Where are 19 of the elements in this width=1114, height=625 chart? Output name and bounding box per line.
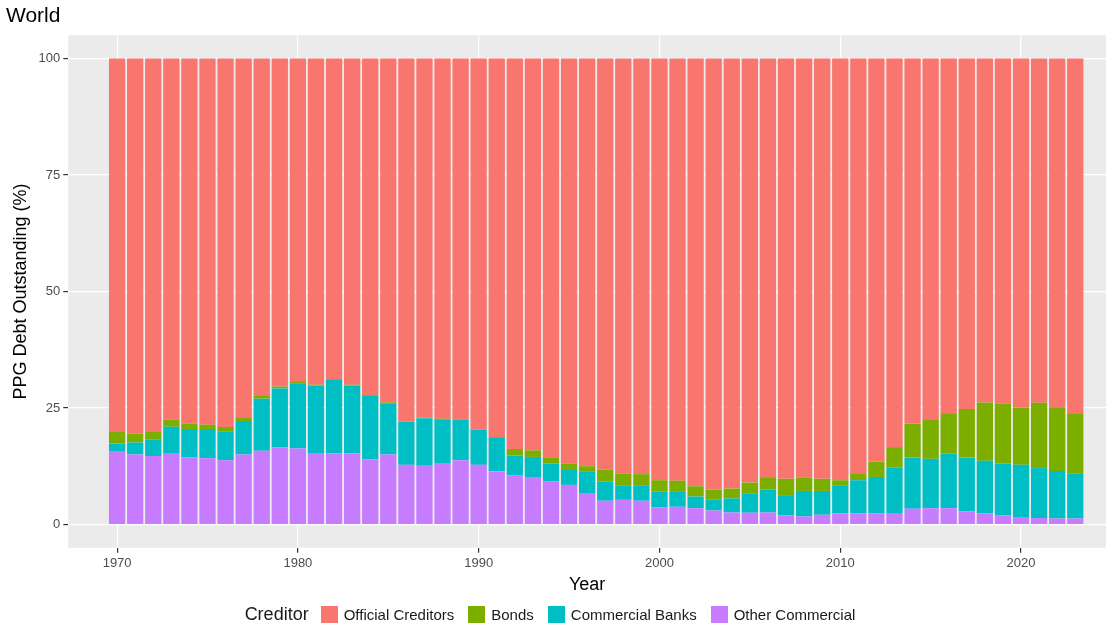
x-tick-label: 1970 <box>102 555 132 571</box>
y-tick-label: 25 <box>45 399 61 415</box>
x-tick-label: 1990 <box>464 555 494 571</box>
y-axis-title: PPG Debt Outstanding (%) <box>9 183 30 400</box>
y-tick-label: 0 <box>53 516 61 532</box>
legend-label: Bonds <box>491 606 534 623</box>
legend-label: Official Creditors <box>343 606 455 623</box>
x-tick-label: 1980 <box>283 555 313 571</box>
legend-label: Other Commercial <box>733 606 856 623</box>
x-tick-label: 2020 <box>1006 555 1036 571</box>
x-tick-label: 2010 <box>825 555 855 571</box>
legend-title: Creditor <box>244 604 309 625</box>
y-tick-label: 75 <box>45 166 61 182</box>
y-tick-label: 50 <box>45 283 61 299</box>
legend-label: Commercial Banks <box>570 606 697 623</box>
chart-title: World <box>6 3 61 27</box>
x-tick-label: 2000 <box>645 555 674 571</box>
y-tick-label: 100 <box>38 50 61 66</box>
x-axis-title: Year <box>568 574 606 595</box>
